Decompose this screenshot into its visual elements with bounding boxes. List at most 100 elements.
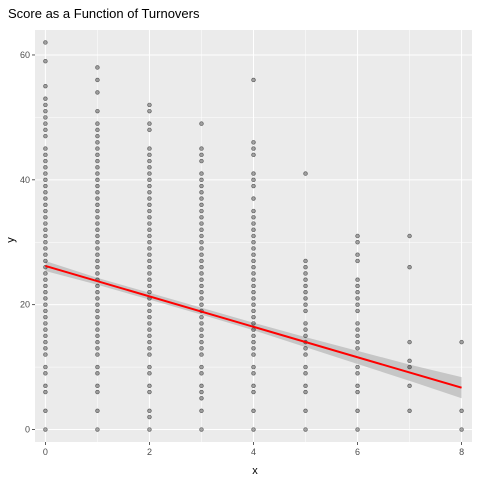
- data-point: [147, 171, 152, 176]
- data-point: [199, 383, 204, 389]
- confidence-band: [45, 260, 462, 399]
- data-point: [251, 215, 256, 220]
- data-point: [199, 277, 204, 282]
- data-point: [95, 152, 100, 158]
- data-point: [43, 246, 48, 251]
- data-point: [95, 321, 100, 326]
- data-point: [43, 346, 48, 351]
- data-point: [95, 215, 100, 220]
- x-tick-label: 0: [43, 447, 48, 457]
- data-point: [199, 302, 204, 307]
- data-point: [199, 321, 204, 326]
- data-point: [251, 289, 256, 295]
- data-point: [251, 240, 256, 245]
- data-point: [199, 352, 204, 357]
- data-point: [199, 271, 204, 276]
- regression-line: [45, 265, 462, 389]
- data-point: [251, 140, 256, 145]
- data-point: [251, 352, 256, 357]
- data-point: [303, 346, 308, 351]
- data-point: [147, 158, 152, 164]
- data-point: [147, 408, 152, 413]
- data-point: [251, 171, 256, 176]
- data-point: [95, 314, 100, 320]
- data-point: [303, 271, 308, 276]
- data-point: [199, 364, 204, 370]
- data-point: [199, 258, 204, 264]
- data-point: [199, 396, 204, 401]
- data-point: [43, 227, 48, 232]
- data-point: [147, 190, 152, 195]
- data-point: [251, 271, 256, 276]
- data-point: [251, 252, 256, 257]
- data-point: [251, 221, 256, 226]
- data-point: [95, 65, 100, 70]
- points-layer: [43, 40, 464, 432]
- data-point: [95, 252, 100, 257]
- data-point: [95, 240, 100, 245]
- data-point: [147, 371, 152, 376]
- data-point: [95, 190, 100, 195]
- data-point: [199, 346, 204, 351]
- data-point: [147, 339, 152, 345]
- data-point: [43, 352, 48, 357]
- data-point: [43, 196, 48, 201]
- data-point: [355, 427, 360, 432]
- chart-title: Score as a Function of Turnovers: [8, 6, 200, 21]
- data-point: [43, 133, 48, 139]
- major-gridlines: [35, 30, 472, 442]
- data-point: [251, 208, 256, 214]
- data-point: [355, 389, 360, 395]
- data-point: [407, 383, 412, 389]
- data-point: [199, 152, 204, 158]
- data-point: [43, 252, 48, 257]
- data-point: [199, 408, 204, 413]
- data-point: [95, 364, 100, 370]
- y-tick-label: 20: [20, 300, 30, 310]
- data-point: [147, 346, 152, 351]
- data-point: [147, 383, 152, 389]
- data-point: [147, 271, 152, 276]
- data-point: [43, 165, 48, 170]
- data-point: [199, 339, 204, 345]
- data-point: [355, 346, 360, 351]
- data-point: [251, 408, 256, 413]
- data-point: [95, 208, 100, 214]
- data-point: [251, 183, 256, 189]
- confidence-band-layer: [45, 260, 462, 399]
- data-point: [43, 215, 48, 220]
- data-point: [303, 265, 308, 270]
- data-point: [147, 227, 152, 232]
- data-point: [251, 258, 256, 264]
- data-point: [251, 227, 256, 232]
- data-point: [251, 308, 256, 314]
- data-point: [43, 240, 48, 245]
- data-point: [147, 289, 152, 295]
- data-point: [407, 408, 412, 413]
- data-point: [43, 96, 48, 101]
- data-point: [95, 346, 100, 351]
- x-axis-title: x: [252, 465, 258, 477]
- data-point: [95, 302, 100, 307]
- x-axis-ticks: 0 2 4 6 8: [43, 442, 464, 457]
- data-point: [459, 339, 464, 345]
- x-tick-label: 4: [251, 447, 256, 457]
- data-point: [95, 165, 100, 170]
- data-point: [43, 427, 48, 432]
- data-point: [95, 233, 100, 239]
- data-point: [251, 333, 256, 339]
- data-point: [147, 258, 152, 264]
- data-point: [95, 140, 100, 145]
- data-point: [43, 121, 48, 126]
- data-point: [199, 283, 204, 289]
- data-point: [199, 158, 204, 164]
- x-tick-label: 6: [355, 447, 360, 457]
- data-point: [199, 327, 204, 332]
- data-point: [95, 265, 100, 270]
- data-point: [251, 371, 256, 376]
- data-point: [147, 333, 152, 339]
- data-point: [43, 321, 48, 326]
- data-point: [355, 364, 360, 370]
- data-point: [95, 146, 100, 151]
- data-point: [355, 371, 360, 376]
